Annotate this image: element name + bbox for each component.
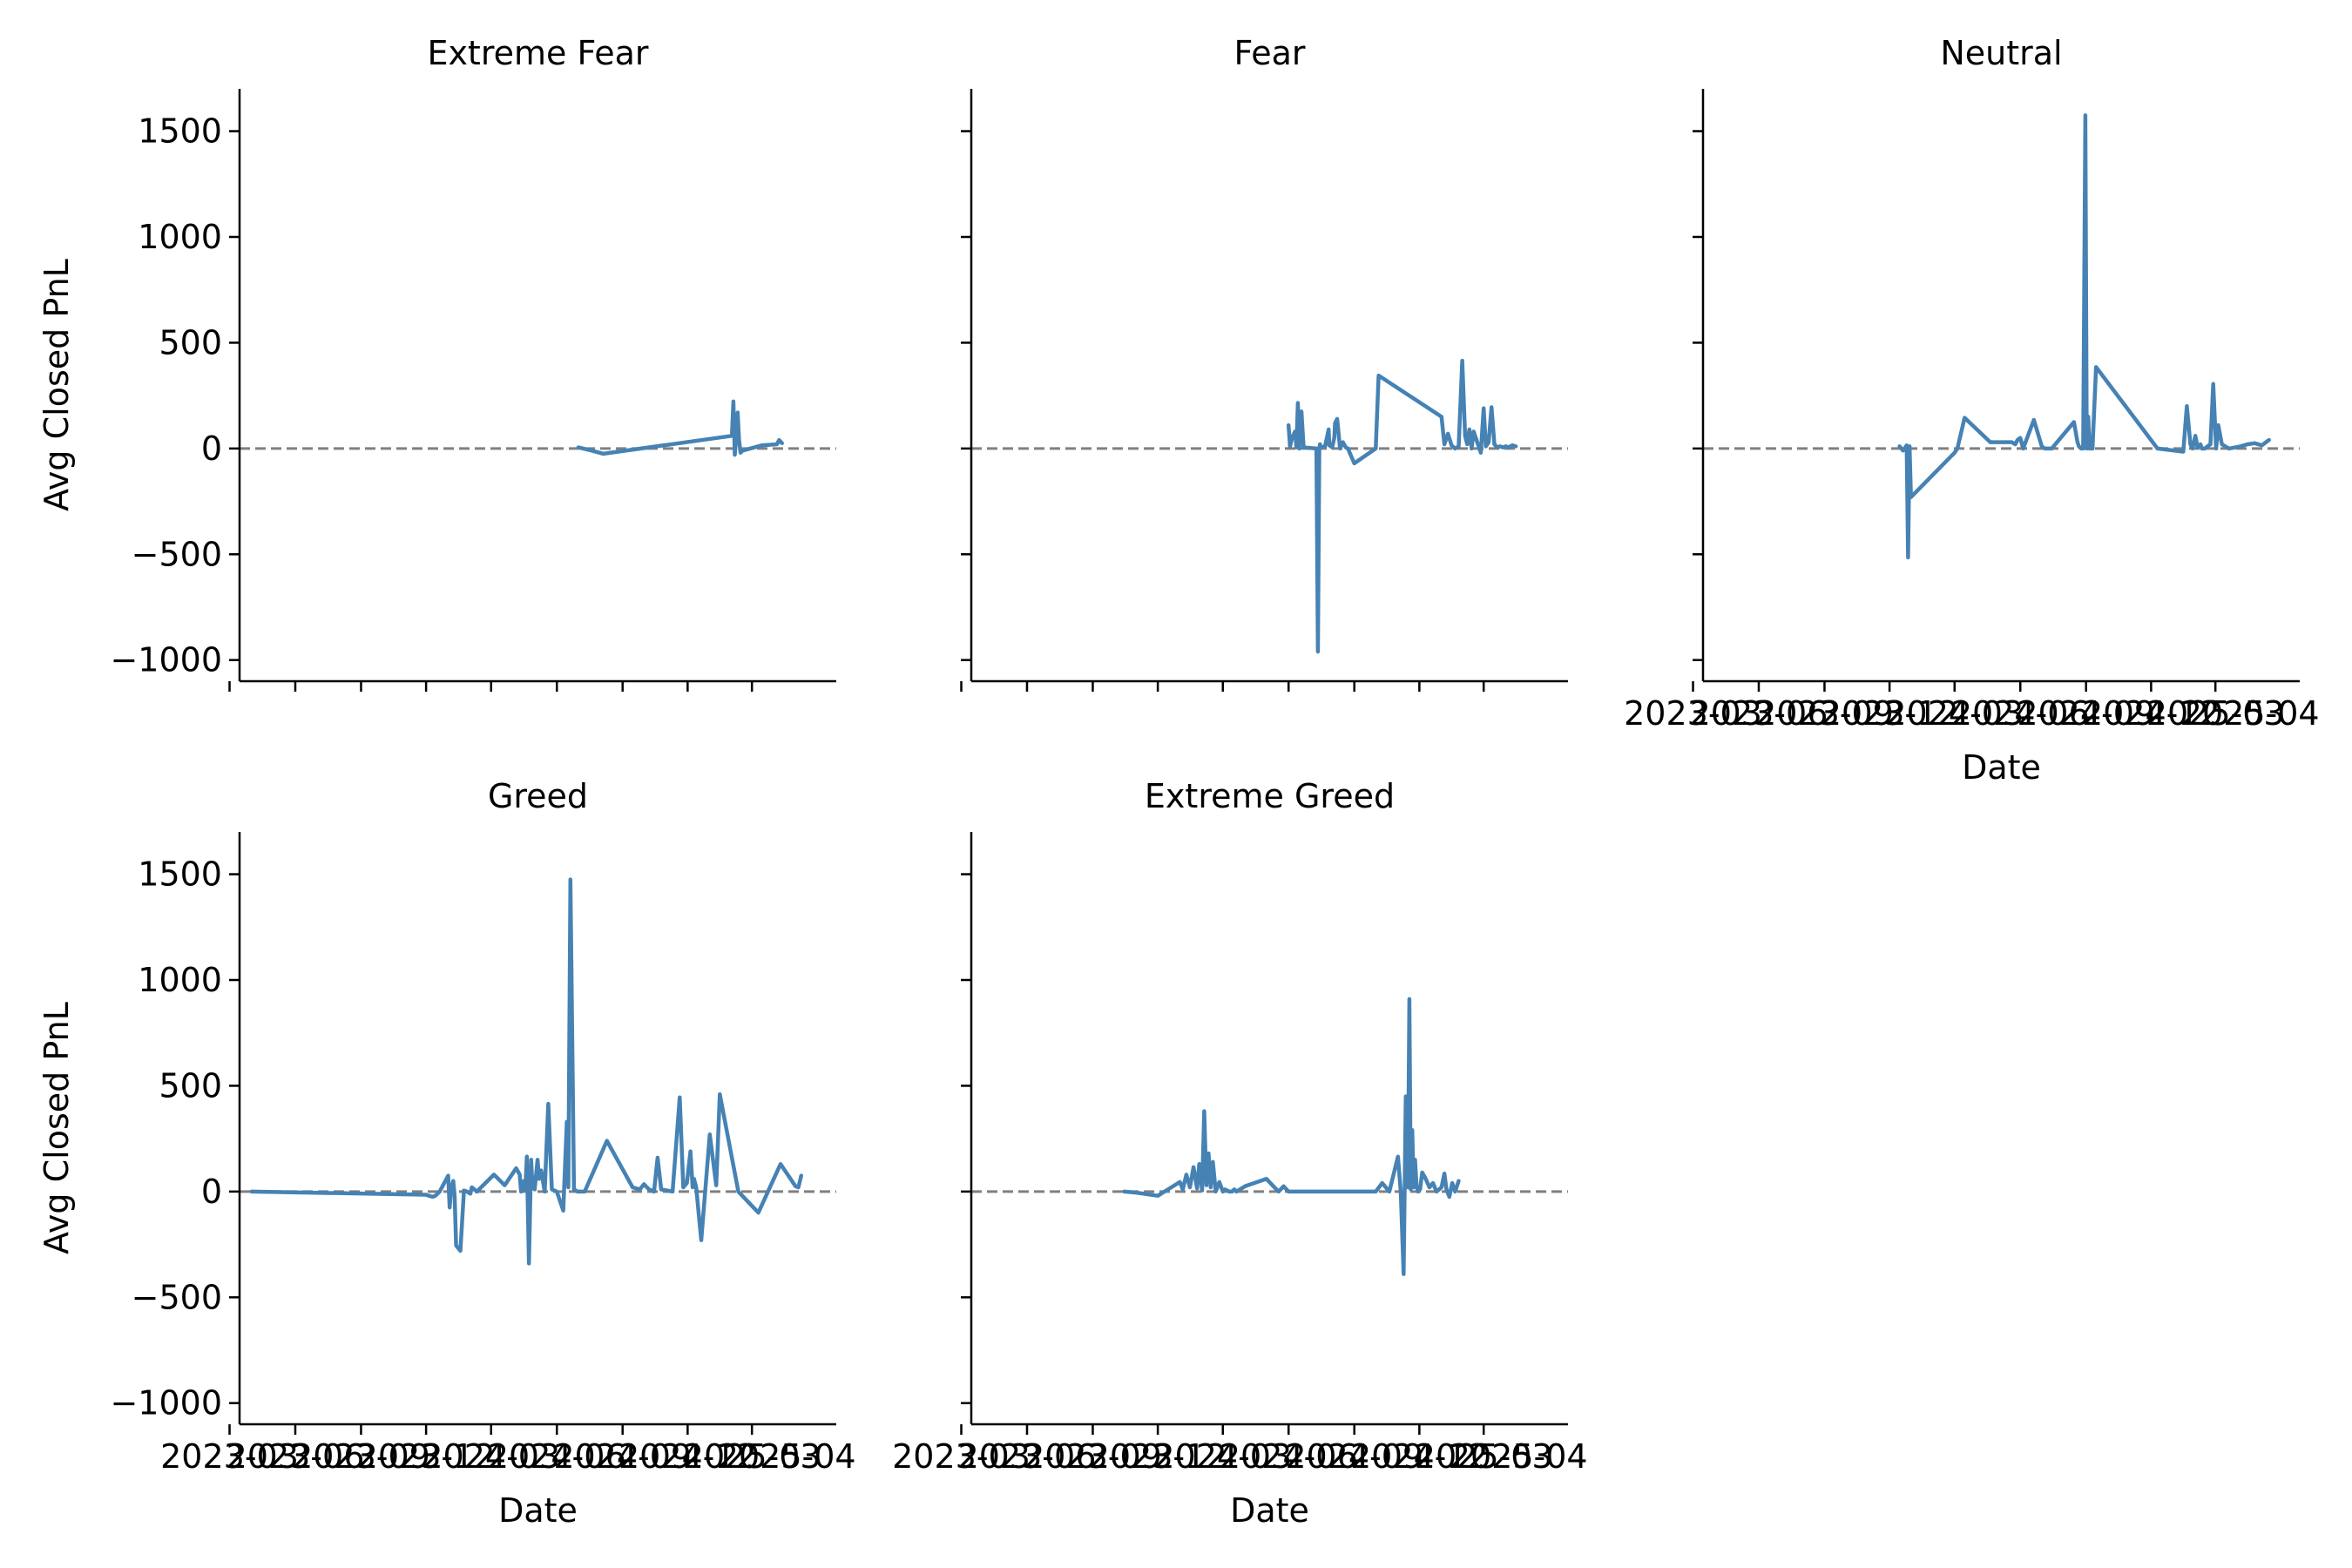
y-tick-label: 1000 [138,961,222,999]
x-tick-label: 2024-09 [1285,1437,1423,1476]
x-tick-label: 2023-03 [892,1437,1031,1476]
x-tick-label: 2023-06 [958,1437,1097,1476]
x-tick-label: 2024-03 [1153,1437,1292,1476]
y-tick-label: 500 [159,1066,222,1105]
series-line [1122,997,1461,1276]
y-tick-label: 1500 [138,855,222,894]
facet-panel: Extreme Fear −1000 −500 0 500 1000 1500 Avg Clo… [37,34,836,692]
x-axis-label: Date [1230,1491,1309,1530]
x-tick-label: 2025-03 [2146,694,2285,733]
y-tick-label: 1000 [138,218,222,256]
x-tick-label: 2023-09 [292,1437,430,1476]
y-tick-label: −500 [132,1278,222,1316]
facet-panel: Extreme Greed 2023-032023-062023-092023-1… [892,777,1587,1530]
y-tick-label: 1500 [138,112,222,151]
series-line [576,399,784,457]
x-tick-label: 2023-12 [1089,1437,1227,1476]
panel-title: Greed [488,777,588,815]
x-tick-label: 2025-04 [718,1437,856,1476]
series-line [249,877,804,1266]
y-tick-label: 0 [201,1173,222,1211]
x-tick-label: 2024-03 [422,1437,560,1476]
x-tick-label: 2024-09 [2017,694,2155,733]
series-line [1897,113,2271,560]
x-tick-label: 2023-06 [226,1437,365,1476]
panel-title: Neutral [1940,34,2062,72]
x-tick-label: 2024-03 [1885,694,2024,733]
x-tick-label: 2025-04 [1450,1437,1588,1476]
x-tick-label: 2023-03 [160,1437,299,1476]
x-tick-label: 2025-04 [2181,694,2320,733]
x-tick-label: 2023-12 [357,1437,496,1476]
panel-title: Fear [1233,34,1305,72]
x-tick-label: 2024-06 [1951,694,2090,733]
x-tick-label: 2023-12 [1821,694,1959,733]
x-tick-label: 2025-03 [1415,1437,1553,1476]
x-tick-label: 2023-09 [1024,1437,1162,1476]
x-tick-label: 2024-12 [2082,694,2220,733]
x-tick-label: 2023-06 [1690,694,1828,733]
x-axis-label: Date [498,1491,578,1530]
series-line [1286,358,1518,654]
x-tick-label: 2024-12 [1350,1437,1489,1476]
facet-panel: Fear [960,34,1568,692]
x-tick-label: 2024-06 [1220,1437,1358,1476]
facet-panel: Greed −1000 −500 0 500 1000 1500 2023-032023-06… [37,777,856,1530]
y-tick-label: 500 [159,323,222,362]
facet-panel: Neutral2023-032023-062023-092023-122024-… [1624,34,2319,787]
x-tick-label: 2023-03 [1624,694,1762,733]
x-tick-label: 2024-12 [618,1437,757,1476]
panel-title: Extreme Greed [1145,777,1395,815]
y-tick-label: −500 [132,535,222,573]
y-axis-label: Avg Closed PnL [37,1002,76,1254]
x-tick-label: 2024-06 [488,1437,626,1476]
y-tick-label: −1000 [110,1384,222,1423]
x-axis-label: Date [1962,748,2041,787]
x-tick-label: 2023-09 [1755,694,1894,733]
y-axis-label: Avg Closed PnL [37,259,76,511]
y-tick-label: 0 [201,429,222,468]
x-tick-label: 2025-03 [683,1437,821,1476]
panel-title: Extreme Fear [427,34,648,72]
y-tick-label: −1000 [110,641,222,679]
x-tick-label: 2024-09 [553,1437,692,1476]
